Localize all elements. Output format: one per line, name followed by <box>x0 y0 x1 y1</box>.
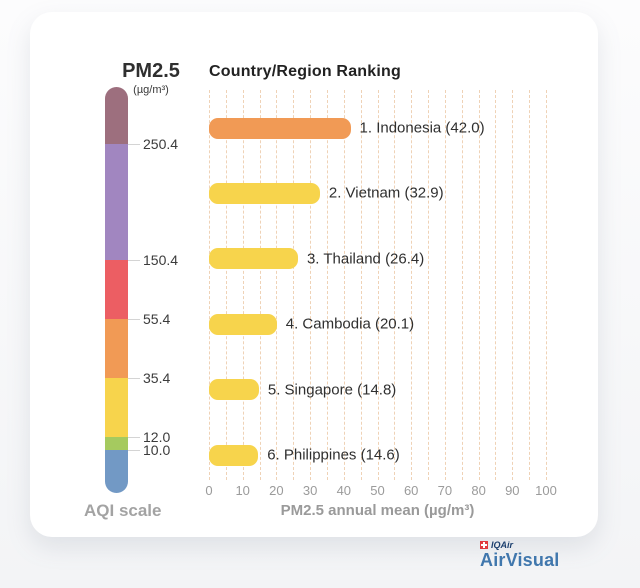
chart-title: Country/Region Ranking <box>209 63 401 80</box>
gridline <box>377 90 379 480</box>
bar-thailand <box>209 248 298 270</box>
flag-cross-horizontal <box>481 543 487 546</box>
x-tick-label: 10 <box>235 483 250 498</box>
x-tick-label: 0 <box>205 483 213 498</box>
aqi-segment-unhealthy <box>105 260 128 319</box>
airvisual-logo: IQAir AirVisual <box>480 540 560 571</box>
gridline <box>428 90 430 480</box>
x-tick-label: 60 <box>403 483 419 498</box>
gridline <box>276 90 278 480</box>
aqi-tick-line <box>128 144 140 145</box>
aqi-scale-bar <box>105 87 128 493</box>
aqi-segment-moderate <box>105 378 128 437</box>
x-tick-label: 50 <box>370 483 385 498</box>
gridline <box>242 90 244 480</box>
bar-label: 2. Vietnam (32.9) <box>328 184 444 202</box>
gridline <box>444 90 446 480</box>
bar-label: 6. Philippines (14.6) <box>267 446 400 464</box>
x-tick-label: 80 <box>471 483 486 498</box>
x-axis-label: PM2.5 annual mean (µg/m³) <box>280 502 475 519</box>
aqi-scale-caption: AQI scale <box>84 501 162 520</box>
aqi-tick-line <box>128 260 140 261</box>
aqi-tick-label: 12.0 <box>143 429 171 445</box>
x-tick-label: 90 <box>505 483 520 498</box>
bar-indonesia <box>209 117 351 139</box>
iqair-wordmark: IQAir <box>491 539 514 550</box>
aqi-segment-good <box>105 450 128 493</box>
bar-label: 3. Thailand (26.4) <box>306 250 425 268</box>
gridline <box>259 90 261 480</box>
aqi-tick-label: 35.4 <box>143 370 171 386</box>
gridline <box>310 90 312 480</box>
aqi-tick-label: 55.4 <box>143 311 171 327</box>
x-tick-label: 30 <box>302 483 318 498</box>
gridline <box>529 90 531 480</box>
bar-label: 5. Singapore (14.8) <box>267 381 397 399</box>
x-tick-label: 70 <box>437 483 453 498</box>
aqi-segment-good-upper <box>105 437 128 450</box>
gridline <box>478 90 480 480</box>
aqi-segment-hazardous <box>105 87 128 144</box>
gridline <box>495 90 497 480</box>
gridline <box>225 90 227 480</box>
gridline <box>461 90 463 480</box>
x-tick-label: 100 <box>535 483 557 498</box>
aqi-tick-line <box>128 450 140 451</box>
bar-label: 1. Indonesia (42.0) <box>359 119 485 137</box>
aqi-tick-label: 150.4 <box>143 252 179 268</box>
gridline <box>411 90 413 480</box>
aqi-tick-line <box>128 319 140 320</box>
gridline <box>343 90 345 480</box>
swiss-flag-icon <box>480 540 488 549</box>
gridline <box>360 90 362 480</box>
aqi-tick-label: 10.0 <box>143 442 171 458</box>
gridline <box>209 90 210 480</box>
aqi-segment-very-unhealthy <box>105 144 128 260</box>
gridline <box>394 90 396 480</box>
bar-philippines <box>209 444 259 466</box>
aqi-tick-line <box>128 437 140 438</box>
x-tick-label: 20 <box>269 483 284 498</box>
gridline <box>326 90 328 480</box>
scale-title: PM2.5 <box>122 60 180 82</box>
bar-cambodia <box>209 313 277 335</box>
logo-top-row: IQAir <box>480 539 560 550</box>
aqi-segment-unhealthy-sensitive-groups <box>105 319 128 378</box>
airvisual-wordmark: AirVisual <box>480 550 560 570</box>
bar-vietnam <box>209 182 320 204</box>
gridline <box>512 90 514 480</box>
x-tick-label: 40 <box>336 483 352 498</box>
bar-singapore <box>209 379 259 401</box>
scale-unit: (µg/m³) <box>133 84 169 96</box>
aqi-tick-line <box>128 378 140 379</box>
aqi-tick-label: 250.4 <box>143 136 179 152</box>
gridline <box>546 90 547 480</box>
plot-area: 1. Indonesia (42.0) 2. Vietnam (32.9) 3. T… <box>209 90 547 480</box>
gridline <box>293 90 295 480</box>
bar-label: 4. Cambodia (20.1) <box>285 315 415 333</box>
